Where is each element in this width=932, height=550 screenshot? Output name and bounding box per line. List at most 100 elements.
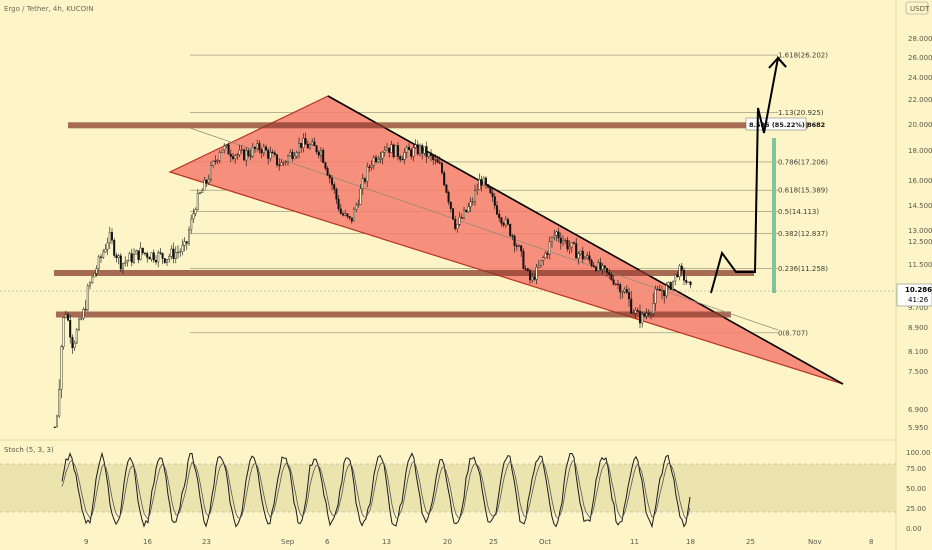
candle-body xyxy=(518,245,521,247)
candle-body xyxy=(196,193,199,210)
falling-wedge[interactable] xyxy=(168,95,844,385)
time-tick-label: Sep xyxy=(281,538,295,546)
candle-body xyxy=(223,145,226,151)
candle-body xyxy=(689,281,692,286)
candle-body xyxy=(174,252,177,259)
price-tick-label: 8.100 xyxy=(908,348,928,356)
support-resistance-levels[interactable] xyxy=(54,122,808,318)
candle-body xyxy=(535,267,538,280)
candle-body xyxy=(438,162,441,164)
time-tick-label: 25 xyxy=(489,538,498,546)
candle-body xyxy=(584,257,587,260)
candle-body xyxy=(207,178,210,183)
candle-body xyxy=(348,216,351,218)
price-tick-label: 26.000 xyxy=(908,54,932,62)
candle-body xyxy=(537,265,540,268)
time-tick-label: 16 xyxy=(143,538,152,546)
candle-body xyxy=(256,143,259,149)
candle-body xyxy=(313,141,316,146)
candle-body xyxy=(192,213,195,220)
candle-body xyxy=(280,162,283,166)
candle-body xyxy=(93,273,96,278)
candle-body xyxy=(99,256,102,258)
candle-body xyxy=(399,156,402,160)
candle-body xyxy=(324,162,327,169)
candle-body xyxy=(676,274,679,277)
candle-body xyxy=(194,209,197,214)
time-tick-label: 23 xyxy=(202,538,211,546)
candle-body xyxy=(73,342,76,348)
candle-body xyxy=(104,248,107,253)
candle-body xyxy=(172,248,175,259)
candle-body xyxy=(328,175,331,179)
candle-body xyxy=(397,145,400,157)
wedge-upper-trendline[interactable] xyxy=(327,95,844,385)
candle-body xyxy=(168,256,171,260)
candle-body xyxy=(680,265,683,271)
price-tick-label: 5.950 xyxy=(908,424,928,432)
candle-body xyxy=(452,208,455,220)
candle-body xyxy=(672,280,675,290)
candle-body xyxy=(458,217,461,225)
sr-level-band xyxy=(68,122,808,129)
candle-body xyxy=(630,298,633,314)
candle-body xyxy=(482,177,485,186)
candle-body xyxy=(617,283,620,286)
candle-body xyxy=(66,314,69,321)
candle-body xyxy=(216,159,219,162)
candle-body xyxy=(526,268,529,271)
candle-body xyxy=(108,232,111,244)
candle-body xyxy=(515,245,518,247)
candle-body xyxy=(117,255,120,258)
candle-body xyxy=(84,308,87,311)
candle-body xyxy=(542,257,545,261)
candle-body xyxy=(687,281,690,283)
candle-body xyxy=(502,223,505,226)
candle-body xyxy=(454,219,457,229)
candle-body xyxy=(489,186,492,194)
candle-body xyxy=(511,235,514,237)
candle-body xyxy=(187,229,190,244)
candle-body xyxy=(132,254,135,263)
candle-body xyxy=(342,213,345,216)
candle-body xyxy=(559,237,562,244)
candle-body xyxy=(568,246,571,250)
candle-body xyxy=(353,208,356,222)
candle-body xyxy=(269,152,272,159)
candle-body xyxy=(386,147,389,151)
candle-body xyxy=(416,144,419,154)
candle-body xyxy=(260,149,263,154)
price-tick-label: 14.500 xyxy=(908,202,932,210)
candle-body xyxy=(146,253,149,258)
time-tick-label: Oct xyxy=(539,538,551,546)
candle-body xyxy=(643,313,646,316)
candle-body xyxy=(614,283,617,286)
candle-body xyxy=(238,150,241,155)
candle-body xyxy=(75,329,78,344)
candle-body xyxy=(392,144,395,157)
candle-body xyxy=(590,259,593,266)
candle-body xyxy=(619,284,622,293)
candle-body xyxy=(480,179,483,186)
candle-body xyxy=(471,201,474,203)
candle-body xyxy=(573,242,576,244)
candle-body xyxy=(346,213,349,217)
candle-body xyxy=(181,245,184,252)
candle-body xyxy=(306,144,309,149)
candle-body xyxy=(562,240,565,244)
price-tick-label: 28.000 xyxy=(908,35,932,43)
candle-body xyxy=(113,240,116,256)
projection-path[interactable] xyxy=(710,55,787,294)
price-tick-label: 7.500 xyxy=(908,368,928,376)
candle-body xyxy=(487,184,490,188)
candle-body xyxy=(597,262,600,271)
candle-body xyxy=(432,155,435,160)
candle-body xyxy=(533,276,536,280)
candle-body xyxy=(401,159,404,161)
candle-body xyxy=(245,150,248,161)
currency-badge[interactable]: USDT xyxy=(905,1,930,15)
candle-body xyxy=(209,165,212,180)
candle-body xyxy=(474,190,477,202)
candle-body xyxy=(414,144,417,148)
